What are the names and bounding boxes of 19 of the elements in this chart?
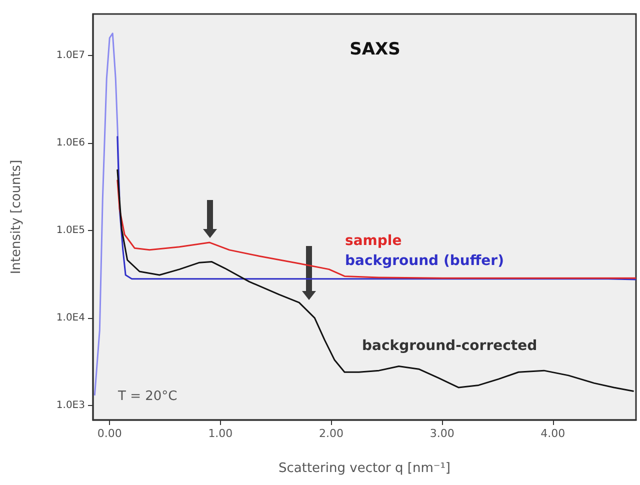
x-axis-title: Scattering vector q [nm⁻¹] (278, 461, 451, 476)
text: SAXS (350, 40, 400, 60)
y-axis-title: Intensity [counts] (9, 160, 24, 274)
series-label: background-corrected (362, 338, 538, 354)
x-tick-label: 1.00 (208, 427, 233, 440)
series-label: background (buffer) (345, 253, 504, 269)
x-tick-label: 4.00 (540, 427, 566, 440)
series-label: sample (345, 233, 402, 249)
x-tick-label: 0.00 (97, 427, 122, 440)
y-tick-label: 1.0E4 (56, 312, 85, 324)
line-series (116, 135, 637, 280)
x-tick-label: 2.00 (319, 427, 344, 440)
x-tick-label: 3.00 (430, 427, 454, 440)
y-tick-label: 1.0E6 (56, 138, 85, 149)
annotation: T = 20°C (117, 389, 178, 404)
y-tick-label: 1.0E3 (56, 400, 85, 411)
line-series (116, 179, 637, 279)
y-tick-label: 1.0E5 (56, 225, 85, 236)
y-tick-label: 1.0E7 (56, 50, 85, 62)
